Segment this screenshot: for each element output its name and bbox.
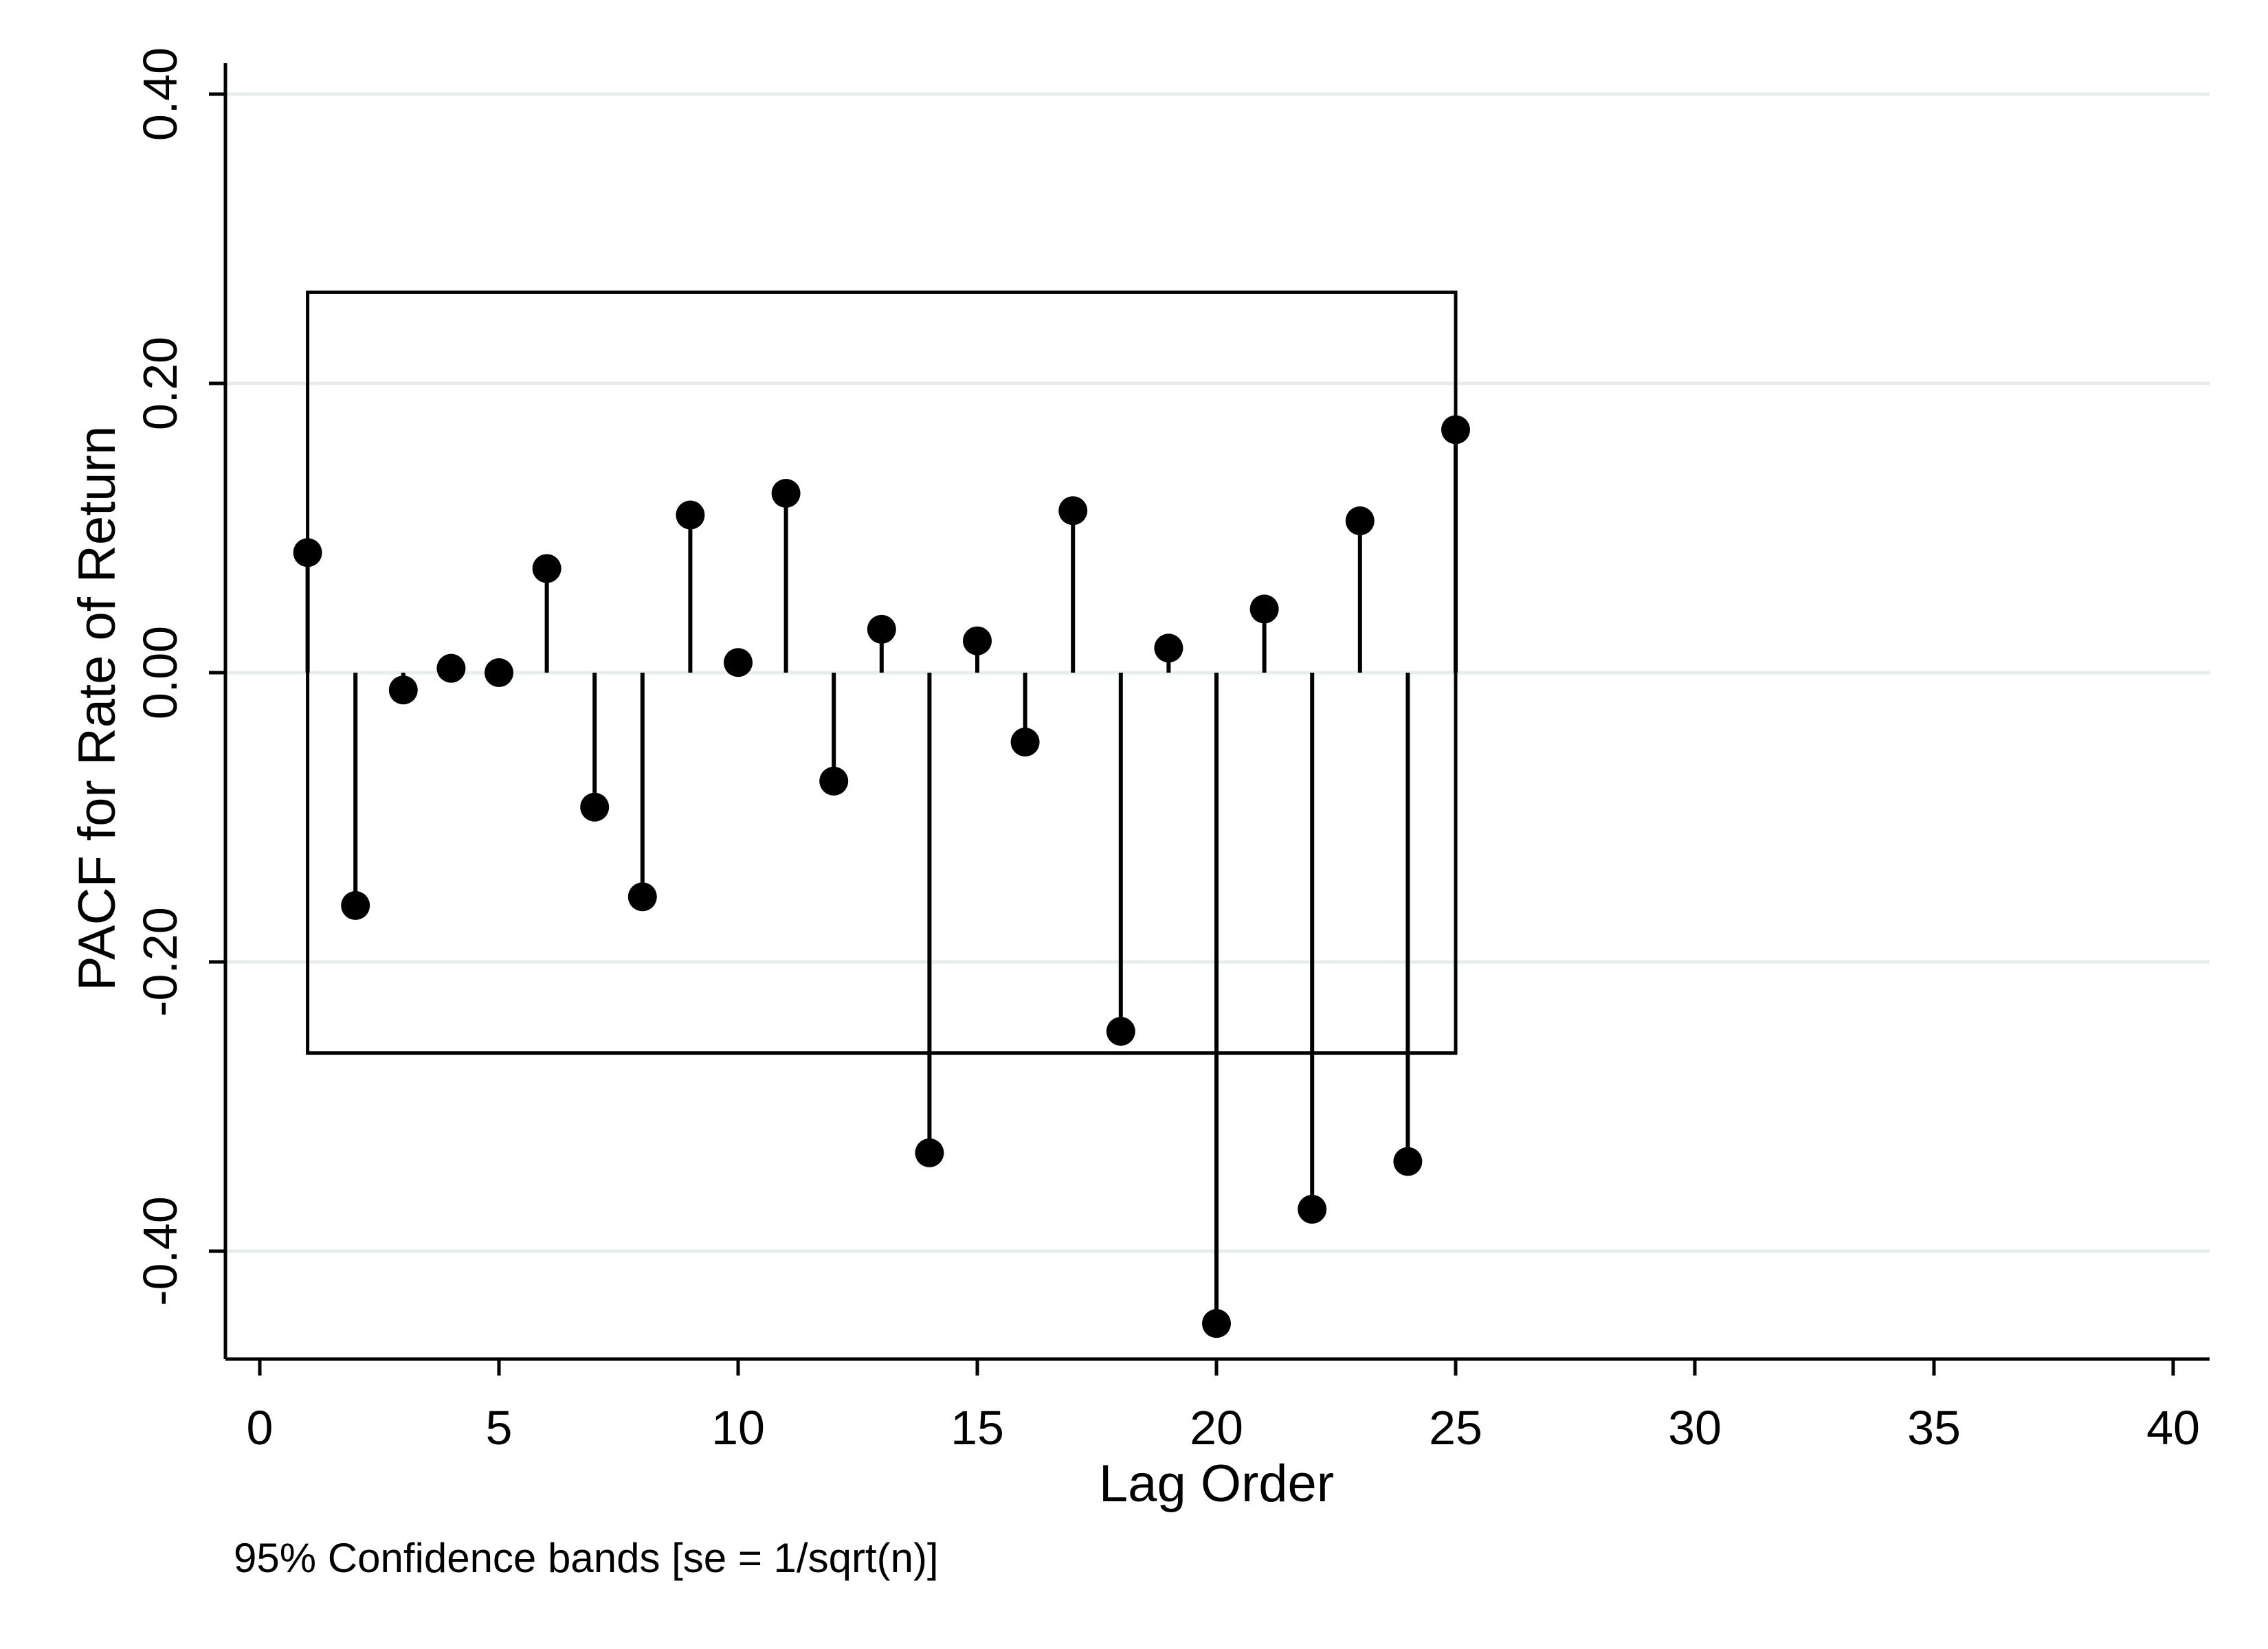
x-tick-label-0: 0 [247,1401,274,1455]
x-tick-label-5: 25 [1429,1401,1482,1455]
stem-marker-lag-6 [532,554,562,583]
stem-marker-lag-12 [819,766,849,796]
stem-marker-lag-16 [1010,728,1040,757]
x-tick-label-7: 35 [1907,1401,1961,1455]
stem-marker-lag-24 [1393,1147,1423,1176]
confidence-band-note: 95% Confidence bands [se = 1/sqrt(n)] [234,1535,939,1581]
x-tick-label-1: 5 [486,1401,513,1455]
pacf-stems [293,415,1470,1338]
stem-marker-lag-7 [580,792,610,822]
stem-marker-lag-23 [1345,506,1375,535]
stem-marker-lag-14 [915,1138,944,1167]
stem-marker-lag-17 [1058,496,1088,526]
stem-marker-lag-22 [1298,1194,1327,1224]
x-tick-label-4: 20 [1190,1401,1243,1455]
stem-marker-lag-5 [485,658,513,687]
stem-marker-lag-2 [341,890,370,920]
stem-marker-lag-1 [293,538,322,568]
x-tick-label-6: 30 [1668,1401,1722,1455]
stem-marker-lag-10 [724,648,753,677]
stem-marker-lag-11 [771,478,801,508]
x-tick-label-8: 40 [2146,1401,2200,1455]
x-tick-label-2: 10 [711,1401,765,1455]
stem-marker-lag-13 [867,614,896,644]
y-tick-label-1: -0.20 [133,907,187,1017]
y-tick-label-0: -0.40 [133,1196,187,1306]
stem-marker-lag-20 [1202,1309,1231,1338]
stem-marker-lag-8 [627,882,657,912]
stem-marker-lag-9 [676,500,705,530]
x-axis-ticks: 0 5 10 15 20 25 30 35 40 [247,1359,2200,1455]
y-axis-ticks: -0.40 -0.20 0.00 0.20 0.40 [133,47,225,1306]
stem-marker-lag-3 [388,675,418,705]
stem-marker-lag-25 [1441,415,1470,445]
stem-marker-lag-21 [1249,594,1279,624]
stem-marker-lag-18 [1106,1017,1135,1046]
y-tick-label-2: 0.00 [133,626,187,719]
y-axis-title: PACF for Rate of Return [68,426,126,991]
stem-marker-lag-19 [1154,633,1183,663]
stem-marker-lag-15 [963,626,992,655]
x-tick-label-3: 15 [950,1401,1004,1455]
stem-marker-lag-4 [436,653,466,683]
y-tick-label-3: 0.20 [133,337,187,430]
x-axis-title: Lag Order [1099,1455,1334,1513]
y-tick-label-4: 0.40 [133,47,187,141]
